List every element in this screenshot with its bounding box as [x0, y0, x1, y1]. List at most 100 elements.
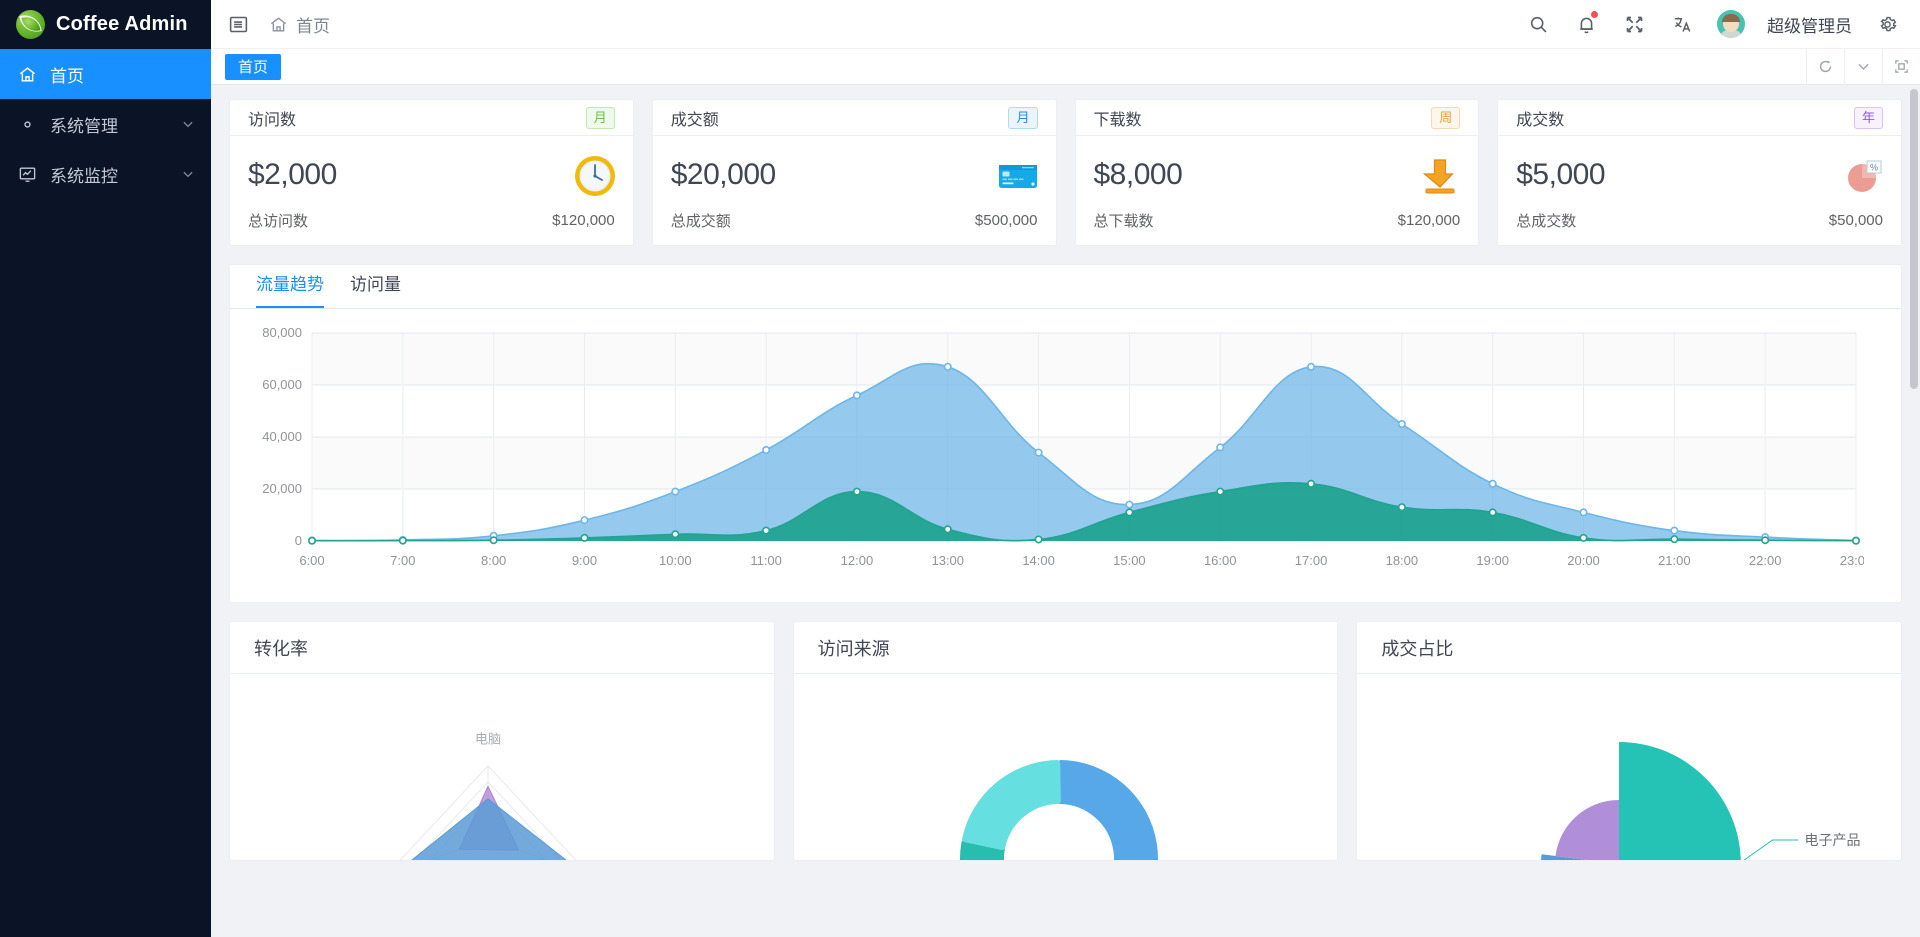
- credit-card-icon: [996, 154, 1038, 196]
- page-tab-home[interactable]: 首页: [225, 53, 282, 80]
- refresh-icon[interactable]: [1806, 48, 1844, 85]
- tabbar-controls: [1806, 48, 1920, 85]
- area-chart-svg: 0 20,000 40,000 60,000 80,000 6:00 7:00 8:00 9:0…: [262, 325, 1872, 568]
- clock-icon: [573, 154, 615, 196]
- notification-dot: [1591, 11, 1598, 18]
- svg-text:14:00: 14:00: [1022, 553, 1055, 568]
- user-name[interactable]: 超级管理员: [1767, 16, 1852, 36]
- donut-chart: [794, 674, 1338, 860]
- page-tab-label: 首页: [238, 59, 269, 76]
- status-badge[interactable]: 月: [1008, 106, 1038, 129]
- fullscreen-icon[interactable]: [1621, 11, 1647, 37]
- svg-text:9:00: 9:00: [572, 553, 597, 568]
- translate-icon[interactable]: [1669, 11, 1695, 37]
- stat-value: $20,000: [670, 158, 776, 191]
- svg-text:21:00: 21:00: [1658, 553, 1691, 568]
- stat-foot-value: $120,000: [552, 212, 615, 229]
- main-content: 访问数 月 $2,000: [211, 85, 1920, 937]
- svg-text:18:00: 18:00: [1386, 553, 1419, 568]
- status-badge[interactable]: 年: [1853, 106, 1883, 129]
- svg-text:40,000: 40,000: [262, 429, 302, 444]
- tab-traffic-trend[interactable]: 流量趋势: [256, 270, 324, 308]
- breadcrumb-text: 首页: [296, 16, 330, 36]
- svg-text:电脑: 电脑: [475, 731, 501, 746]
- svg-text:16:00: 16:00: [1204, 553, 1237, 568]
- svg-text:60,000: 60,000: [262, 377, 302, 392]
- pie-percent-icon: %: [1841, 154, 1883, 196]
- vertical-scrollbar[interactable]: [1910, 89, 1918, 389]
- stat-title: 访问数: [248, 111, 297, 129]
- download-icon: [1418, 154, 1460, 196]
- brand[interactable]: Coffee Admin: [0, 0, 211, 49]
- stat-foot-label: 总下载数: [1093, 213, 1154, 230]
- top-header: 首页: [211, 0, 1920, 49]
- sidebar-item-system-management[interactable]: 系统管理: [0, 99, 211, 149]
- svg-text:0: 0: [295, 533, 302, 548]
- svg-text:8:00: 8:00: [481, 553, 506, 568]
- card-title: 成交占比: [1381, 638, 1454, 659]
- stat-foot-value: $50,000: [1828, 212, 1883, 229]
- svg-text:%: %: [1870, 163, 1878, 173]
- avatar[interactable]: [1717, 10, 1745, 38]
- home-icon: [16, 63, 38, 85]
- stat-card-downloads: 下载数 周 $8,000: [1074, 99, 1480, 246]
- radar-chart-svg: 电脑耳机充电器: [399, 731, 577, 860]
- trend-chart: 0 20,000 40,000 60,000 80,000 6:00 7:00 8:00 9:0…: [230, 309, 1901, 602]
- gear-icon[interactable]: [1874, 11, 1900, 37]
- status-badge[interactable]: 月: [585, 106, 615, 129]
- stat-cards-row: 访问数 月 $2,000: [229, 99, 1902, 246]
- search-icon[interactable]: [1525, 11, 1551, 37]
- sidebar-item-label: 系统监控: [50, 166, 118, 186]
- stat-title: 成交数: [1516, 111, 1565, 129]
- sidebar-item-home[interactable]: 首页: [0, 49, 211, 99]
- chevron-down-icon[interactable]: [1844, 48, 1882, 85]
- sidebar: Coffee Admin 首页: [0, 0, 211, 937]
- card-visit-source: 访问来源: [792, 621, 1339, 861]
- stat-title: 成交额: [670, 111, 719, 129]
- status-badge[interactable]: 周: [1431, 106, 1461, 129]
- spring-leaf-logo: [16, 10, 45, 39]
- chevron-down-icon: [181, 117, 195, 131]
- svg-text:11:00: 11:00: [750, 553, 782, 568]
- stat-value: $2,000: [248, 158, 337, 191]
- stat-card-turnover: 成交额 月 $20,000: [651, 99, 1057, 246]
- brand-name: Coffee Admin: [56, 13, 188, 35]
- svg-text:19:00: 19:00: [1476, 553, 1509, 568]
- sidebar-item-label: 首页: [50, 66, 84, 86]
- stat-card-visits: 访问数 月 $2,000: [229, 99, 634, 246]
- svg-text:15:00: 15:00: [1113, 553, 1146, 568]
- stat-foot-value: $120,000: [1397, 212, 1461, 229]
- bell-icon[interactable]: [1573, 11, 1599, 37]
- stat-foot-label: 总成交数: [1516, 213, 1577, 230]
- trend-tabs: 流量趋势 访问量: [230, 265, 1901, 309]
- stat-foot-label: 总成交额: [670, 213, 731, 230]
- svg-text:7:00: 7:00: [390, 553, 415, 568]
- svg-text:20,000: 20,000: [262, 481, 302, 496]
- card-conversion-rate: 转化率 电脑耳机充电器: [229, 621, 775, 861]
- svg-text:13:00: 13:00: [931, 553, 964, 568]
- monitor-icon: [16, 163, 38, 185]
- tab-page-views[interactable]: 访问量: [350, 275, 401, 294]
- sidebar-item-label: 系统管理: [50, 116, 118, 136]
- rose-chart-svg: 电子产品化妆品: [1541, 742, 1861, 860]
- trend-card: 流量趋势 访问量 0 20,000 40,000 60,000 80,000 6:00 7:…: [229, 264, 1902, 603]
- stat-value: $5,000: [1516, 158, 1606, 191]
- card-title: 转化率: [254, 638, 308, 659]
- home-icon: [269, 15, 288, 34]
- donut-chart-svg: [959, 760, 1158, 860]
- svg-text:6:00: 6:00: [299, 553, 324, 568]
- sidebar-item-system-monitor[interactable]: 系统监控: [0, 149, 211, 199]
- chevron-down-icon: [181, 167, 195, 181]
- menu-fold-icon[interactable]: [225, 11, 251, 37]
- maximize-icon[interactable]: [1882, 48, 1920, 85]
- card-sales-share: 成交占比 电子产品化妆品: [1356, 621, 1903, 861]
- stat-foot-value: $500,000: [974, 212, 1038, 229]
- avatar-body: [1720, 30, 1742, 38]
- svg-text:10:00: 10:00: [659, 553, 692, 568]
- card-title: 访问来源: [817, 638, 890, 659]
- svg-text:17:00: 17:00: [1295, 553, 1328, 568]
- stat-foot-label: 总访问数: [248, 213, 309, 230]
- svg-text:22:00: 22:00: [1749, 553, 1782, 568]
- avatar-hair: [1722, 14, 1740, 22]
